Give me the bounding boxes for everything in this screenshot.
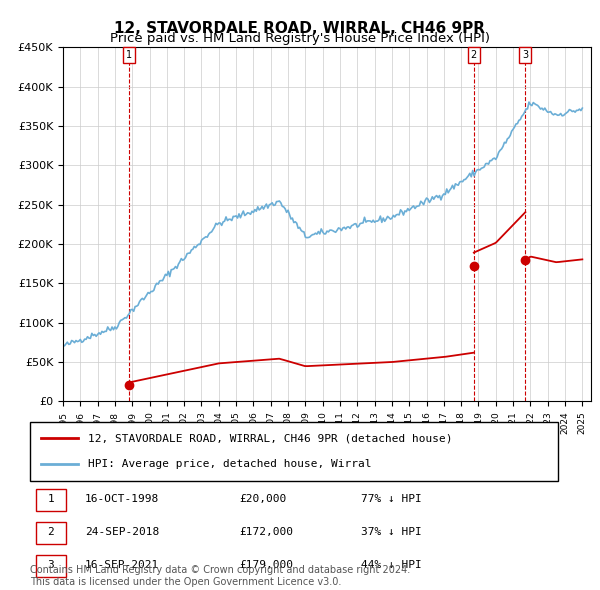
- Text: 37% ↓ HPI: 37% ↓ HPI: [361, 527, 422, 537]
- Text: £20,000: £20,000: [240, 494, 287, 504]
- FancyBboxPatch shape: [35, 522, 66, 544]
- FancyBboxPatch shape: [35, 489, 66, 511]
- FancyBboxPatch shape: [30, 422, 558, 481]
- FancyBboxPatch shape: [35, 555, 66, 577]
- Text: Price paid vs. HM Land Registry's House Price Index (HPI): Price paid vs. HM Land Registry's House …: [110, 32, 490, 45]
- Text: 2: 2: [47, 527, 54, 537]
- Text: 12, STAVORDALE ROAD, WIRRAL, CH46 9PR: 12, STAVORDALE ROAD, WIRRAL, CH46 9PR: [115, 21, 485, 35]
- Text: 16-SEP-2021: 16-SEP-2021: [85, 560, 160, 570]
- Text: Contains HM Land Registry data © Crown copyright and database right 2024.
This d: Contains HM Land Registry data © Crown c…: [30, 565, 410, 587]
- Text: 44% ↓ HPI: 44% ↓ HPI: [361, 560, 422, 570]
- Text: 24-SEP-2018: 24-SEP-2018: [85, 527, 160, 537]
- Text: 1: 1: [47, 494, 54, 504]
- Text: 16-OCT-1998: 16-OCT-1998: [85, 494, 160, 504]
- Text: 2: 2: [470, 50, 477, 60]
- Text: £179,000: £179,000: [240, 560, 294, 570]
- Text: 3: 3: [523, 50, 529, 60]
- Text: 77% ↓ HPI: 77% ↓ HPI: [361, 494, 422, 504]
- Text: 12, STAVORDALE ROAD, WIRRAL, CH46 9PR (detached house): 12, STAVORDALE ROAD, WIRRAL, CH46 9PR (d…: [88, 434, 452, 443]
- Text: 3: 3: [47, 560, 54, 570]
- Text: HPI: Average price, detached house, Wirral: HPI: Average price, detached house, Wirr…: [88, 460, 371, 469]
- Text: £172,000: £172,000: [240, 527, 294, 537]
- Text: 1: 1: [125, 50, 131, 60]
